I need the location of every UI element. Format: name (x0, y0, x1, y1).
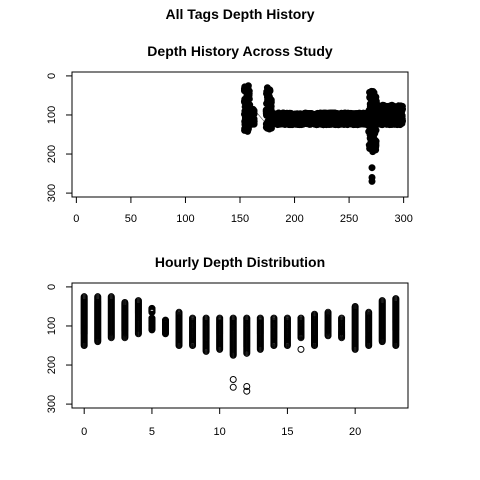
y-tick-label: 0 (46, 73, 58, 79)
x-tick-label: 0 (73, 213, 79, 225)
data-point (305, 117, 311, 123)
y-tick-label: 300 (46, 184, 58, 202)
x-tick-label: 100 (176, 213, 194, 225)
data-point (370, 97, 376, 103)
x-tick-label: 200 (285, 213, 303, 225)
data-point (268, 97, 274, 103)
data-point (328, 120, 334, 126)
data-point (340, 114, 346, 120)
outlier-point (230, 376, 236, 382)
y-tick-label: 200 (46, 356, 58, 374)
y-tick-label: 0 (46, 284, 58, 290)
x-tick-label: 300 (394, 213, 412, 225)
data-point (314, 113, 320, 119)
data-point (371, 131, 377, 137)
data-point (279, 112, 285, 118)
x-tick-label: 50 (125, 213, 137, 225)
data-point (398, 103, 404, 109)
data-point (388, 113, 394, 119)
data-point (343, 120, 349, 126)
outlier-point (298, 346, 304, 352)
data-point (322, 118, 328, 124)
data-point (267, 88, 273, 94)
y-tick-label: 300 (46, 395, 58, 413)
data-point (244, 97, 250, 103)
data-point (372, 115, 378, 121)
data-point (250, 116, 256, 122)
data-point (395, 110, 401, 116)
x-tick-label: 20 (349, 426, 361, 438)
data-point (248, 107, 254, 113)
data-point (353, 114, 359, 120)
plot-title: Depth History Across Study (147, 43, 333, 59)
data-point (282, 121, 288, 127)
x-tick-label: 15 (281, 426, 293, 438)
y-tick-label: 200 (46, 145, 58, 163)
x-tick-label: 150 (231, 213, 249, 225)
x-tick-label: 5 (149, 426, 155, 438)
data-point (242, 115, 248, 121)
data-point (370, 148, 376, 154)
x-tick-label: 10 (214, 426, 226, 438)
data-point (382, 116, 388, 122)
data-point (286, 115, 292, 121)
y-tick-label: 100 (46, 317, 58, 335)
outlier-point (369, 165, 375, 171)
x-tick-label: 0 (81, 426, 87, 438)
plot-title: Hourly Depth Distribution (155, 254, 325, 270)
data-point (389, 120, 395, 126)
y-tick-label: 100 (46, 106, 58, 124)
data-point (379, 107, 385, 113)
data-point (268, 103, 274, 109)
data-point (273, 117, 279, 123)
outlier-point (369, 178, 375, 184)
data-point (334, 113, 340, 119)
data-point (289, 121, 295, 127)
x-tick-label: 250 (340, 213, 358, 225)
plot-frame (72, 72, 408, 197)
data-point (242, 85, 248, 91)
data-point (390, 106, 396, 112)
outlier-point (230, 384, 236, 390)
